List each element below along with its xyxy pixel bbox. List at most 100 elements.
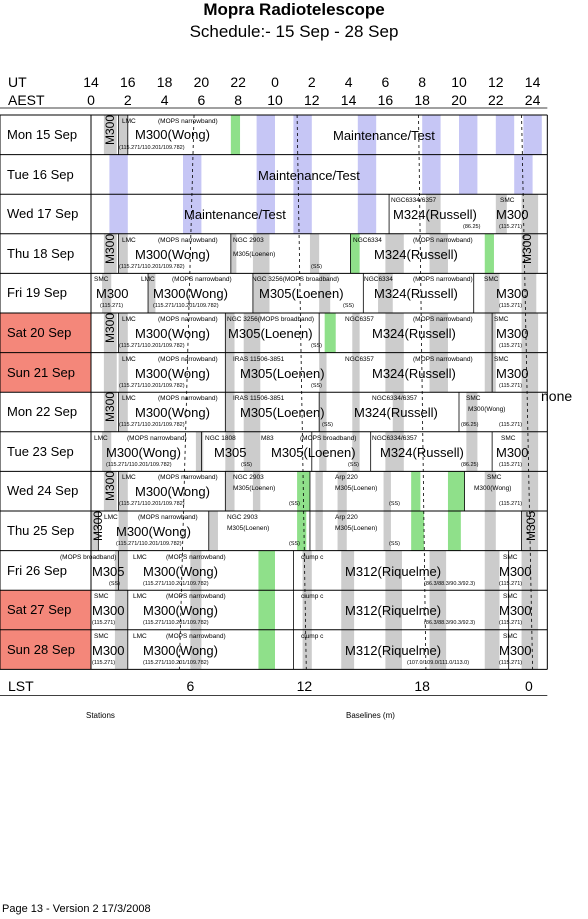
schedule-text: LMC — [133, 553, 147, 561]
schedule-text: (SS) — [389, 501, 400, 508]
schedule-text: (107.0/109.0/111.0/113.0) — [407, 659, 470, 666]
grey-band — [118, 233, 128, 274]
green-band — [447, 471, 465, 511]
schedule-text: clump c — [301, 593, 324, 601]
lst-label: LST — [8, 678, 34, 694]
schedule-text: LMC — [122, 118, 136, 125]
schedule-text: SMC — [503, 632, 518, 640]
aest-tick: 14 — [340, 92, 357, 108]
schedule-text: M324(Russell) — [374, 246, 458, 262]
ut-tick: 0 — [271, 74, 279, 90]
grey-band — [190, 550, 202, 591]
grey-band — [243, 352, 261, 393]
grey-band — [392, 392, 404, 432]
grey-band — [319, 273, 331, 313]
grey-band — [225, 352, 235, 393]
schedule-text: Maintenance/Test — [184, 207, 286, 223]
grey-band — [243, 431, 261, 472]
grey-band — [114, 629, 128, 670]
day-label: Wed 24 Sep — [7, 483, 79, 499]
schedule-text: (MOPS narrowband) — [158, 118, 218, 125]
grey-band — [352, 313, 360, 353]
schedule-text: M300(Wong) — [468, 406, 506, 414]
aest-label: AEST — [8, 92, 45, 108]
schedule-text: (MOPS narrowband) — [158, 474, 218, 482]
grey-band — [521, 352, 539, 393]
schedule-text: (115.271) — [499, 343, 523, 349]
ut-tick: 14 — [524, 74, 541, 90]
schedule-text: (SS) — [109, 580, 120, 587]
aest-tick: 2 — [123, 92, 132, 108]
schedule-text: M300 — [103, 312, 117, 343]
grey-band — [385, 431, 404, 472]
grey-band — [230, 233, 237, 274]
schedule-text: (86.25) — [461, 461, 479, 468]
schedule-text: SMC — [94, 276, 109, 284]
baselines-label: Baselines (m) — [346, 711, 395, 720]
schedule-text: M305(Loenen) — [240, 405, 325, 421]
schedule-text: (MOPS broadband) — [300, 434, 357, 442]
schedule-text: LMC — [133, 632, 147, 640]
weekend-cell — [0, 590, 91, 630]
schedule-text: (115.271/110.201/109.782) — [119, 501, 185, 508]
schedule-text: M300 — [103, 114, 117, 145]
day-label: Sun 28 Sep — [7, 641, 75, 657]
schedule-text: SMC — [494, 316, 509, 323]
lavender-band — [256, 194, 275, 234]
schedule-text: IRAS 11506-3851 — [233, 355, 285, 363]
day-label: Fri 26 Sep — [7, 562, 67, 578]
grey-band — [429, 352, 448, 393]
schedule-text: M324(Russell) — [380, 444, 464, 460]
schedule-text: (115.271) — [499, 620, 523, 627]
grey-band — [118, 115, 128, 155]
schedule-text: M324(Russell) — [374, 286, 458, 302]
aest-tick: 22 — [488, 92, 504, 108]
ut-tick: 22 — [230, 74, 246, 90]
schedule-text: NGC6334 — [353, 236, 382, 244]
grey-band — [208, 511, 218, 551]
schedule-text: SMC — [501, 434, 516, 442]
schedule-text: M324(Russell) — [372, 326, 456, 341]
aest-tick: 4 — [160, 92, 169, 108]
schedule-text: (MOPS narrowband) — [158, 236, 218, 244]
grey-band — [385, 629, 402, 670]
schedule-text: NGC6334/6357 — [372, 434, 418, 442]
grey-band — [521, 590, 539, 630]
schedule-text: M300 — [92, 642, 125, 658]
schedule-text: SMC — [503, 553, 518, 561]
schedule-text: (SS) — [322, 422, 333, 429]
schedule-text: (115.271) — [499, 422, 523, 429]
schedule-text: LMC — [104, 514, 118, 521]
grey-band — [521, 431, 539, 472]
schedule-text: M305(Loenen) — [271, 444, 356, 460]
schedule-text: (115.271/110.201/109.782) — [143, 659, 209, 666]
grey-band — [521, 550, 539, 591]
schedule-text: M300 — [496, 207, 529, 223]
schedule-text: M300 — [96, 286, 129, 302]
weekend-cell — [0, 629, 91, 670]
grey-band — [252, 233, 270, 274]
grey-band — [103, 233, 117, 274]
schedule-text: SMC — [466, 395, 481, 403]
schedule-text: (SS) — [311, 343, 322, 349]
schedule-text: (115.271/110.201/109.782) — [119, 343, 185, 349]
schedule-text: (86.3/88.3/90.3/92.3) — [424, 620, 476, 627]
grey-band — [102, 273, 112, 313]
schedule-text: (MOPS narrowband) — [166, 632, 226, 640]
grey-band — [103, 352, 117, 393]
schedule-text: M300(Wong) — [135, 246, 210, 262]
green-band — [411, 511, 425, 551]
schedule-text: M305 — [524, 510, 538, 541]
green-band — [297, 471, 310, 511]
schedule-text: (SS) — [389, 541, 400, 547]
lavender-band — [514, 154, 533, 195]
grey-band — [319, 352, 327, 393]
schedule-text: (MOPS narrowband) — [413, 316, 473, 323]
schedule-text: (115.271) — [499, 461, 523, 468]
schedule-text: (115.271) — [499, 501, 523, 508]
schedule-text: M300 — [496, 286, 529, 302]
none-label: none — [541, 388, 573, 404]
schedule-text: M83 — [261, 434, 274, 442]
schedule-text: M305 — [92, 563, 125, 579]
